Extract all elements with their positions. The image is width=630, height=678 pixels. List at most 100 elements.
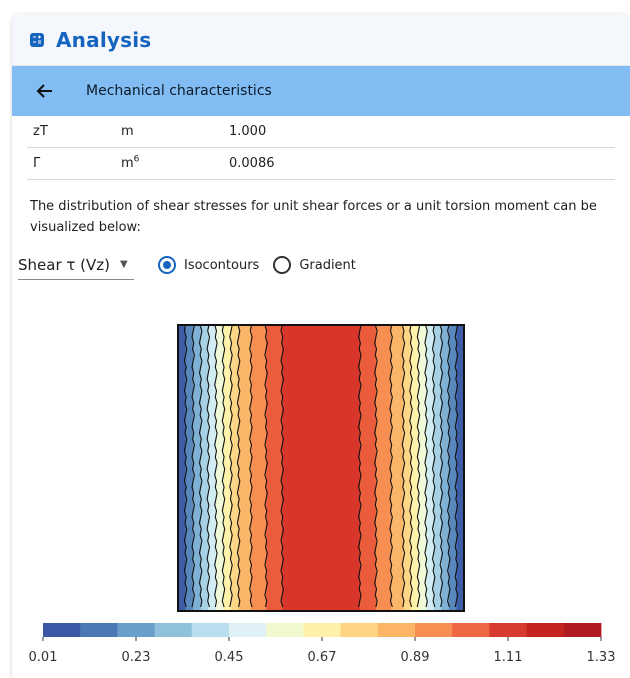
contour-line xyxy=(229,324,233,608)
contour-line xyxy=(191,324,196,608)
description-text: The distribution of shear stresses for u… xyxy=(30,199,597,235)
contour-line xyxy=(280,324,284,608)
colorbar-segment xyxy=(415,623,453,637)
colorbar-tick-label: 0.89 xyxy=(401,650,430,665)
contour-band xyxy=(441,325,450,611)
colorbar-tick-label: 1.33 xyxy=(587,650,616,665)
radio-label: Gradient xyxy=(299,257,356,273)
row-unit: m6 xyxy=(121,154,229,171)
colorbar-segment xyxy=(563,623,602,637)
characteristics-table: zT m 1.000 Γ m6 0.0086 xyxy=(27,116,615,180)
table-row: Γ m6 0.0086 xyxy=(27,148,615,180)
contour-band xyxy=(215,325,224,611)
colorbar-segment xyxy=(377,623,416,637)
radio-unchecked-icon xyxy=(273,256,292,274)
chevron-down-icon: ▼ xyxy=(120,259,128,270)
contour-band xyxy=(208,325,217,611)
section-outline xyxy=(177,324,465,612)
contour-line xyxy=(206,324,211,608)
contour-band xyxy=(266,325,283,611)
colorbar-segment xyxy=(303,623,341,637)
radio-checked-icon xyxy=(158,256,176,274)
contour-band xyxy=(359,325,377,611)
contour-line xyxy=(213,324,218,608)
contour-band xyxy=(456,325,465,611)
table-row: zT m 1.000 xyxy=(27,116,615,148)
contour-line xyxy=(409,324,413,608)
contour-line xyxy=(389,324,393,608)
radio-gradient[interactable]: Gradient xyxy=(273,256,356,274)
contour-band xyxy=(418,325,427,611)
contour-line xyxy=(439,324,444,608)
section-bar: Mechanical characteristics xyxy=(12,66,630,116)
contour-line xyxy=(249,324,253,608)
colorbar-segment xyxy=(80,623,118,637)
contour-line xyxy=(374,324,378,608)
contour-band xyxy=(223,325,232,611)
colorbar-segment xyxy=(191,623,230,637)
colorbar-segment xyxy=(340,623,379,637)
contour-line xyxy=(431,324,436,608)
contour-band xyxy=(282,325,361,611)
card-header: Analysis xyxy=(12,14,630,66)
colorbar-segment xyxy=(117,623,155,637)
row-symbol: zT xyxy=(33,124,48,139)
contour-band xyxy=(238,325,252,611)
row-value: 1.000 xyxy=(229,124,267,139)
colorbar-tick-label: 0.67 xyxy=(308,650,337,665)
contour-line xyxy=(401,324,406,608)
contour-band xyxy=(200,325,209,611)
unit-text: m xyxy=(121,124,134,139)
colorbar-tick-label: 1.11 xyxy=(494,650,523,665)
contour-band xyxy=(433,325,442,611)
row-symbol: Γ xyxy=(33,156,41,171)
colorbar-segment xyxy=(489,623,527,637)
colorbar-segment xyxy=(229,623,267,637)
stress-type-select[interactable]: Shear τ (Vz) ▼ xyxy=(18,250,134,280)
colorbar-segment xyxy=(43,623,81,637)
calculator-icon xyxy=(30,32,44,47)
contour-line xyxy=(198,324,203,608)
section-title: Mechanical characteristics xyxy=(86,83,272,99)
contour-line xyxy=(183,324,188,608)
colorbar-tick-label: 0.01 xyxy=(29,650,58,665)
contour-band xyxy=(193,325,202,611)
stress-contour-plot xyxy=(177,324,465,612)
radio-label: Isocontours xyxy=(184,257,260,273)
colorbar-tick-label: 0.45 xyxy=(215,650,244,665)
colorbar: 0.01 0.23 0.45 0.67 0.89 1.11 1.33 xyxy=(29,623,616,665)
contour-band xyxy=(403,325,412,611)
unit-text: m xyxy=(121,156,134,171)
back-button[interactable] xyxy=(32,79,56,103)
contour-band xyxy=(426,325,435,611)
page-title: Analysis xyxy=(56,27,152,52)
radio-isocontours[interactable]: Isocontours xyxy=(158,256,259,274)
colorbar-segment xyxy=(452,623,490,637)
select-value: Shear τ (Vz) xyxy=(18,255,111,274)
colorbar-segment xyxy=(526,623,565,637)
contour-line xyxy=(221,324,226,608)
plot-controls: Shear τ (Vz) ▼ Isocontours Gradient xyxy=(18,250,356,280)
contour-line xyxy=(416,324,421,608)
colorbar-segment xyxy=(154,623,193,637)
contour-line xyxy=(454,324,459,608)
contour-band xyxy=(375,325,392,611)
arrow-left-icon xyxy=(36,84,52,98)
contour-line xyxy=(424,324,428,608)
contour-band xyxy=(391,325,404,611)
row-unit: m xyxy=(121,124,229,139)
contour-band xyxy=(178,325,187,611)
contour-band xyxy=(250,325,267,611)
unit-exponent: 6 xyxy=(133,154,140,165)
contour-line xyxy=(264,324,268,608)
colorbar-tick-label: 0.23 xyxy=(122,650,151,665)
contour-line xyxy=(358,324,362,608)
contour-line xyxy=(447,324,451,608)
contour-band xyxy=(448,325,457,611)
contour-band xyxy=(231,325,240,611)
colorbar-segment xyxy=(266,623,304,637)
row-value: 0.0086 xyxy=(229,156,275,171)
contour-band xyxy=(410,325,420,611)
contour-line xyxy=(236,324,241,608)
contour-band xyxy=(185,325,194,611)
